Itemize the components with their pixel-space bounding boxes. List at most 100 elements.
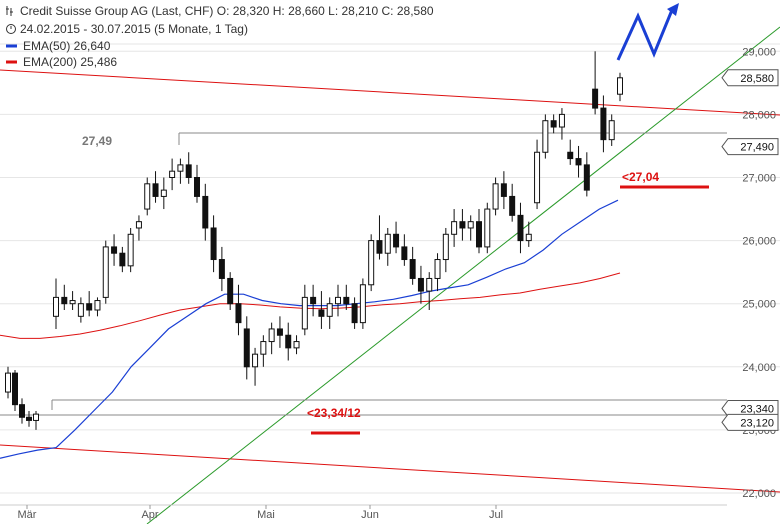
candle-down — [26, 416, 32, 421]
clock-icon — [6, 24, 16, 34]
candle-down — [111, 246, 118, 254]
price-box-label: 27,490 — [740, 142, 774, 154]
candle-down — [202, 195, 209, 229]
ema50-line — [0, 199, 619, 459]
candle-down — [459, 221, 466, 229]
candle-up — [53, 296, 59, 317]
candle-down — [227, 277, 234, 305]
candle-down — [393, 233, 400, 248]
candle-down — [583, 164, 590, 191]
price-boxes: 28,580 27,490 23,340 23,120 — [721, 69, 779, 431]
x-tick-label: Mai — [257, 509, 275, 521]
candle-down — [376, 240, 383, 254]
price-box — [721, 138, 779, 156]
candle-up — [534, 151, 541, 204]
candle-down — [235, 303, 242, 324]
candle-up — [617, 77, 623, 95]
candle-up — [293, 341, 300, 349]
candle-up — [434, 259, 441, 279]
candle-down — [409, 259, 416, 279]
candle-up — [252, 353, 259, 368]
candle-up — [69, 300, 76, 305]
candle-down — [592, 88, 599, 109]
candle-down — [310, 296, 317, 305]
y-tick-label: 24,000 — [742, 362, 776, 374]
price-box-label: 23,120 — [740, 417, 774, 429]
x-tick-label: Jun — [361, 509, 379, 521]
projection-arrow-line — [616, 9, 674, 61]
lower-trend-line — [0, 444, 780, 493]
candle-up — [301, 296, 308, 330]
y-tick-label: 22,000 — [742, 488, 776, 500]
candle-down — [19, 404, 25, 418]
candle-down — [351, 303, 358, 324]
y-tick-label: 28,000 — [742, 109, 776, 121]
candle-up — [451, 221, 458, 235]
support-trend-line — [146, 26, 780, 524]
y-tick-label: 29,000 — [742, 46, 776, 58]
annotation-2749: 27,49 — [82, 134, 112, 148]
candle-up — [335, 296, 341, 305]
candle-up — [484, 208, 491, 248]
candle-down — [218, 259, 225, 279]
candle-down — [276, 328, 283, 336]
date-line: 24.02.2015 - 30.07.2015 (5 Monate, 1 Tag… — [20, 22, 248, 36]
ema50-legend-label: EMA(50) 26,640 — [23, 39, 111, 53]
title-line: Credit Suisse Group AG (Last, CHF) O: 28… — [20, 4, 434, 18]
candle-up — [492, 183, 499, 210]
candle-up — [359, 284, 366, 324]
projection-arrow-head — [667, 3, 679, 16]
candle-down — [476, 221, 482, 248]
candle-up — [326, 303, 333, 317]
candle-down — [550, 120, 557, 128]
candle-up — [467, 221, 474, 229]
candle-up — [135, 221, 142, 229]
y-tick-label: 27,000 — [742, 173, 776, 185]
candle-up — [608, 120, 615, 141]
candle-up — [368, 240, 375, 286]
candle-down — [243, 328, 250, 368]
candle-up — [542, 120, 549, 153]
chart-type-icon — [6, 6, 13, 16]
candle-down — [194, 177, 200, 197]
candle-down — [12, 372, 18, 406]
candle-up — [442, 233, 449, 261]
candle-up — [525, 233, 532, 242]
candle-down — [86, 303, 93, 311]
horizontal-gridlines — [0, 50, 780, 494]
upper-trend-line — [0, 69, 780, 116]
candle-up — [5, 372, 11, 393]
candle-up — [426, 277, 433, 292]
x-tick-label: Mär — [18, 509, 37, 521]
y-tick-label: 25,000 — [742, 299, 776, 311]
candle-down — [500, 183, 507, 197]
x-tick-label: Apr — [141, 509, 158, 521]
candle-up — [160, 189, 167, 197]
candle-down — [417, 277, 424, 292]
candle-down — [318, 309, 325, 317]
candle-down — [401, 246, 408, 261]
candle-up — [144, 183, 151, 210]
candle-up — [33, 413, 39, 421]
candle-down — [343, 296, 350, 305]
x-tick-label: Jul — [489, 509, 503, 521]
x-axis: Mär Apr Mai Jun Jul — [0, 504, 727, 521]
price-box — [721, 69, 779, 87]
header: Credit Suisse Group AG (Last, CHF) O: 28… — [6, 4, 434, 69]
candle-down — [210, 227, 217, 261]
candle-down — [509, 195, 516, 216]
candle-up — [558, 113, 565, 128]
price-box-label: 28,580 — [740, 73, 774, 85]
candle-down — [61, 296, 68, 305]
candlesticks — [5, 51, 623, 430]
ema200-legend-label: EMA(200) 25,486 — [23, 55, 117, 69]
candle-up — [177, 164, 184, 172]
candle-down — [567, 151, 574, 160]
candle-up — [268, 328, 275, 343]
annotation-2334: <23,34/12 — [307, 406, 361, 420]
candle-down — [119, 252, 126, 267]
candle-down — [285, 334, 292, 349]
annotation-2704: <27,04 — [622, 170, 659, 184]
candle-up — [77, 303, 84, 317]
